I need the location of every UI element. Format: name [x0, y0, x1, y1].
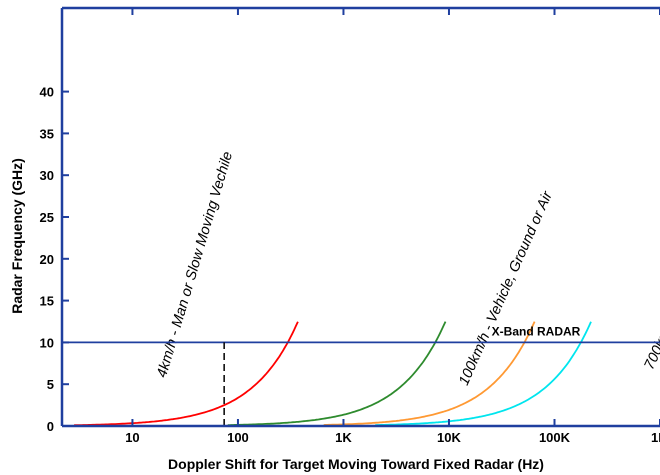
y-tick-label-5: 5: [47, 377, 54, 392]
x-tick-label-10: 10: [125, 430, 139, 445]
series-line-2: [227, 321, 447, 427]
series-label-2: 100km/h - Vehicle, Ground or Air: [456, 188, 556, 388]
reference-layer: X-Band RADAR: [62, 324, 660, 426]
y-tick-label-15: 15: [40, 294, 54, 309]
axes-frame: [60, 6, 660, 428]
curves: 4km/h - Man or Slow Moving Vechile 100km/…: [74, 150, 660, 427]
x-tick-label-1M: 1M: [651, 430, 660, 445]
series-line-3: [323, 321, 536, 426]
x-tick-label-100: 100: [227, 430, 249, 445]
x-axis-title: Doppler Shift for Target Moving Toward F…: [168, 456, 544, 472]
tick-labels: 0 5 10 15 20 25 30 35 40 10 100 1K 10K 100K 1M: [40, 85, 660, 445]
ticks: [62, 8, 660, 427]
y-tick-label-30: 30: [40, 168, 54, 183]
y-axis-title: Radar Frequency (GHz): [9, 158, 25, 314]
series-label-3: 700km/h - Subsonic Aircraft: [642, 204, 660, 372]
series-line-1: [74, 321, 299, 427]
y-tick-label-10: 10: [40, 335, 54, 350]
y-tick-label-0: 0: [47, 419, 54, 434]
y-tick-label-20: 20: [40, 252, 54, 267]
x-tick-label-10K: 10K: [437, 430, 461, 445]
x-tick-label-100K: 100K: [539, 430, 571, 445]
x-tick-label-1K: 1K: [335, 430, 352, 445]
y-tick-label-25: 25: [40, 210, 54, 225]
y-tick-label-35: 35: [40, 126, 54, 141]
reference-label-xband: X-Band RADAR: [492, 324, 581, 338]
series-line-4: [375, 321, 592, 426]
y-tick-label-40: 40: [40, 85, 54, 100]
